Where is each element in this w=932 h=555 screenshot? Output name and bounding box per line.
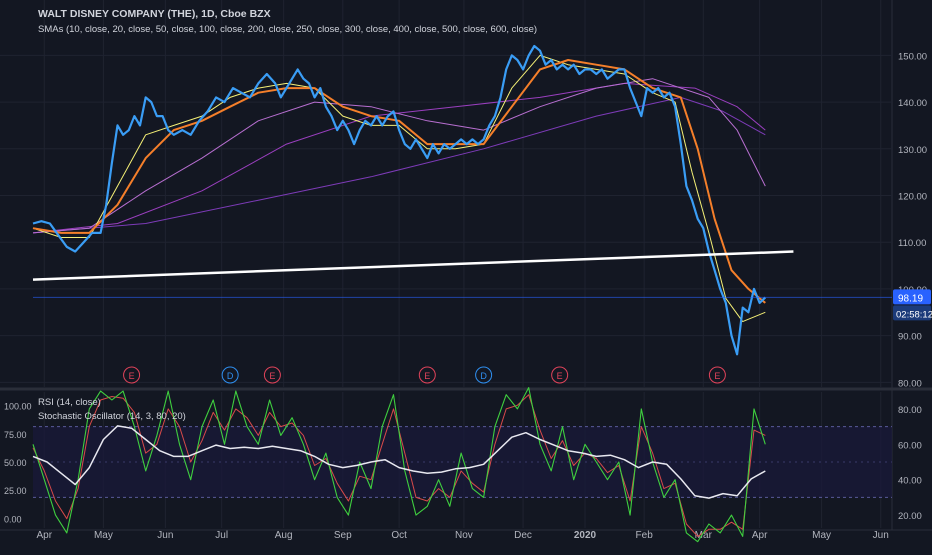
stoch-tick-label: 60.00 xyxy=(898,440,922,451)
earnings-marker-label: E xyxy=(424,371,430,381)
stoch-legend-text: Stochastic Oscillator (14, 3, 80, 20) xyxy=(38,411,186,422)
stoch-k-line xyxy=(32,387,766,543)
earnings-marker-label: D xyxy=(227,371,234,381)
rsi-tick-label: 75.00 xyxy=(4,430,27,440)
sma-line-long xyxy=(32,82,766,234)
earnings-marker xyxy=(708,366,726,384)
price-line xyxy=(32,44,767,356)
y-tick-label: 80.00 xyxy=(898,378,922,389)
chart-title: WALT DISNEY COMPANY (THE), 1D, Cboe BZX xyxy=(38,8,271,20)
stoch-legend: Stochastic Oscillator (14, 3, 80, 20) xyxy=(38,411,186,422)
rsi-tick-label: 50.00 xyxy=(4,458,27,468)
countdown-tag xyxy=(893,305,931,321)
x-tick-label: Mar xyxy=(695,530,713,541)
sma-legend: SMAs (10, close, 20, close, 50, close, 1… xyxy=(38,24,537,35)
earnings-marker xyxy=(263,366,281,384)
rsi-legend-text: RSI (14, close) xyxy=(38,397,101,408)
x-tick-label: Jun xyxy=(157,530,173,541)
earnings-marker-label: E xyxy=(557,371,563,381)
x-tick-label: May xyxy=(812,530,831,541)
y-tick-label: 140.00 xyxy=(898,98,927,109)
rsi-line xyxy=(32,425,766,499)
earnings-marker-label: D xyxy=(480,371,487,381)
sma-line-orange xyxy=(32,59,766,304)
stoch-tick-label: 80.00 xyxy=(898,405,922,416)
x-tick-label: Apr xyxy=(36,530,52,541)
sma-legend-text: SMAs (10, close, 20, close, 50, close, 1… xyxy=(38,24,538,35)
y-tick-label: 90.00 xyxy=(898,332,922,343)
rsi-tick-label: 0.00 xyxy=(4,514,22,524)
x-tick-label: Nov xyxy=(455,530,473,541)
x-tick-label: May xyxy=(94,530,113,541)
earnings-marker xyxy=(123,366,141,384)
last-price-tag xyxy=(893,289,931,305)
earnings-marker xyxy=(475,366,493,384)
x-tick-label: Jul xyxy=(215,530,228,541)
y-tick-label: 110.00 xyxy=(898,238,926,249)
y-tick-label: 130.00 xyxy=(898,145,927,156)
x-tick-label: Jun xyxy=(873,530,889,541)
sma-line-slow xyxy=(32,96,766,234)
y-tick-label: 120.00 xyxy=(898,191,927,202)
earnings-marker xyxy=(551,366,569,384)
sma-line-mid xyxy=(32,78,766,234)
countdown-label: 02:58:12 xyxy=(896,309,932,320)
rsi-tick-label: 25.00 xyxy=(4,486,27,496)
earnings-marker xyxy=(418,366,436,384)
y-tick-label: 150.00 xyxy=(898,51,927,62)
earnings-marker-label: E xyxy=(269,371,275,381)
x-tick-label: Dec xyxy=(514,530,532,541)
earnings-marker xyxy=(221,366,239,384)
stoch-tick-label: 20.00 xyxy=(898,511,922,522)
last-price-label: 98.19 xyxy=(898,293,923,304)
x-tick-label: Apr xyxy=(752,530,768,541)
trendline xyxy=(32,250,794,281)
x-tick-label: Sep xyxy=(334,530,352,541)
x-tick-label: 2020 xyxy=(574,530,597,541)
chart-title-text: WALT DISNEY COMPANY (THE), 1D, Cboe BZX xyxy=(38,8,271,20)
rsi-legend: RSI (14, close) xyxy=(38,397,101,408)
earnings-marker-label: E xyxy=(129,371,135,381)
rsi-tick-label: 100.00 xyxy=(4,402,32,412)
x-tick-label: Aug xyxy=(275,530,293,541)
earnings-marker-label: E xyxy=(714,371,720,381)
x-tick-label: Feb xyxy=(636,530,654,541)
x-tick-label: Oct xyxy=(391,530,407,541)
stoch-tick-label: 40.00 xyxy=(898,476,922,487)
